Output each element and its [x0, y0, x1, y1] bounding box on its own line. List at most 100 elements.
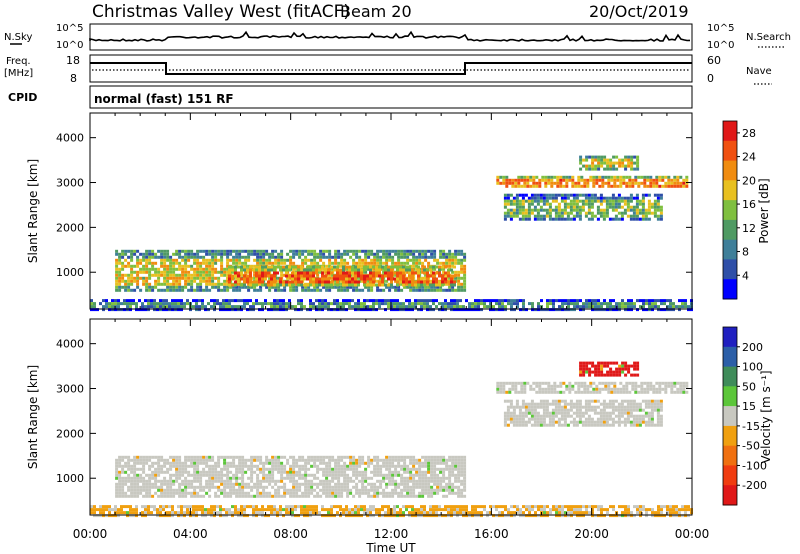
heat-cell [277, 461, 281, 465]
heat-cell [598, 184, 602, 188]
heat-cell [436, 482, 440, 486]
heat-cell [340, 288, 344, 292]
heat-cell [159, 308, 162, 312]
heat-cell [552, 302, 555, 306]
heat-cell [136, 455, 140, 459]
heat-cell [635, 199, 639, 203]
heat-cell [563, 205, 567, 209]
heat-cell [304, 285, 308, 289]
heat-cell [567, 302, 570, 306]
heat-cell [412, 455, 416, 459]
heat-cell [622, 175, 626, 179]
heat-cell [163, 267, 167, 271]
heat-cell [421, 261, 425, 265]
heat-cell [495, 505, 498, 509]
heat-cell [345, 271, 348, 275]
heat-cell [316, 455, 320, 459]
heat-cell [651, 308, 654, 312]
heat-cell [175, 258, 179, 262]
power-cbar-label: Power [dB] [757, 178, 771, 243]
heat-cell [628, 184, 632, 188]
heat-cell [352, 458, 356, 462]
heat-cell [399, 302, 402, 306]
heat-cell [214, 476, 218, 480]
heat-cell [673, 178, 677, 182]
heat-cell [400, 261, 404, 265]
heat-cell [160, 270, 164, 274]
heat-cell [223, 282, 227, 286]
heat-cell [259, 461, 263, 465]
heat-cell [115, 494, 119, 498]
heat-cell [499, 181, 503, 185]
heat-cell [639, 514, 642, 518]
heat-cell [226, 455, 230, 459]
heat-cell [575, 199, 579, 203]
heat-cell [258, 265, 261, 269]
heat-cell [604, 175, 608, 179]
heat-cell [196, 458, 200, 462]
heat-cell [375, 271, 378, 275]
heat-cell [141, 308, 144, 312]
heat-cell [270, 265, 273, 269]
heat-cell [301, 458, 305, 462]
heat-cell [423, 271, 426, 275]
heat-cell [489, 302, 492, 306]
heat-cell [321, 271, 324, 275]
heat-cell [522, 305, 525, 309]
heat-cell [391, 455, 395, 459]
heat-cell [427, 467, 431, 471]
heat-cell [243, 514, 246, 518]
heat-cell [184, 461, 188, 465]
heat-cell [399, 274, 402, 278]
heat-cell [379, 276, 383, 280]
heat-cell [575, 193, 579, 197]
heat-cell [139, 461, 143, 465]
heat-cell [205, 267, 209, 271]
heat-cell [178, 482, 182, 486]
heat-cell [388, 458, 392, 462]
heat-cell [210, 514, 213, 518]
heat-cell [169, 267, 173, 271]
heat-cell [208, 249, 212, 253]
heat-cell [187, 264, 191, 268]
heat-cell [454, 261, 458, 265]
heat-cell [274, 255, 278, 259]
heat-cell [130, 279, 134, 283]
heat-cell [399, 265, 402, 269]
heat-cell [235, 470, 239, 474]
heat-cell [454, 485, 458, 489]
heat-cell [237, 265, 240, 269]
heat-cell [111, 299, 114, 303]
heat-cell [196, 476, 200, 480]
heat-cell [342, 302, 345, 306]
heat-cell [220, 476, 224, 480]
heat-cell [343, 288, 347, 292]
heat-cell [564, 511, 567, 515]
heat-cell [298, 252, 302, 256]
heat-cell [333, 277, 336, 281]
heat-cell [346, 494, 350, 498]
heat-cell [126, 308, 129, 312]
heat-cell [307, 467, 311, 471]
heat-cell [136, 491, 140, 495]
heat-cell [620, 217, 624, 221]
heat-cell [300, 299, 303, 303]
heat-cell [656, 196, 660, 200]
heat-cell [325, 491, 329, 495]
heat-cell [536, 196, 540, 200]
heat-cell [589, 175, 593, 179]
heat-cell [616, 175, 620, 179]
heat-cell [367, 255, 371, 259]
heat-cell [411, 277, 414, 281]
heat-cell [217, 258, 221, 262]
heat-cell [465, 508, 468, 512]
heat-cell [570, 505, 573, 509]
heat-cell [624, 511, 627, 515]
heat-cell [468, 511, 471, 515]
heat-cell [363, 277, 366, 281]
heat-cell [166, 458, 170, 462]
heat-cell [423, 280, 426, 284]
heat-cell [279, 299, 282, 303]
heat-cell [387, 299, 390, 303]
heat-cell [369, 511, 372, 515]
